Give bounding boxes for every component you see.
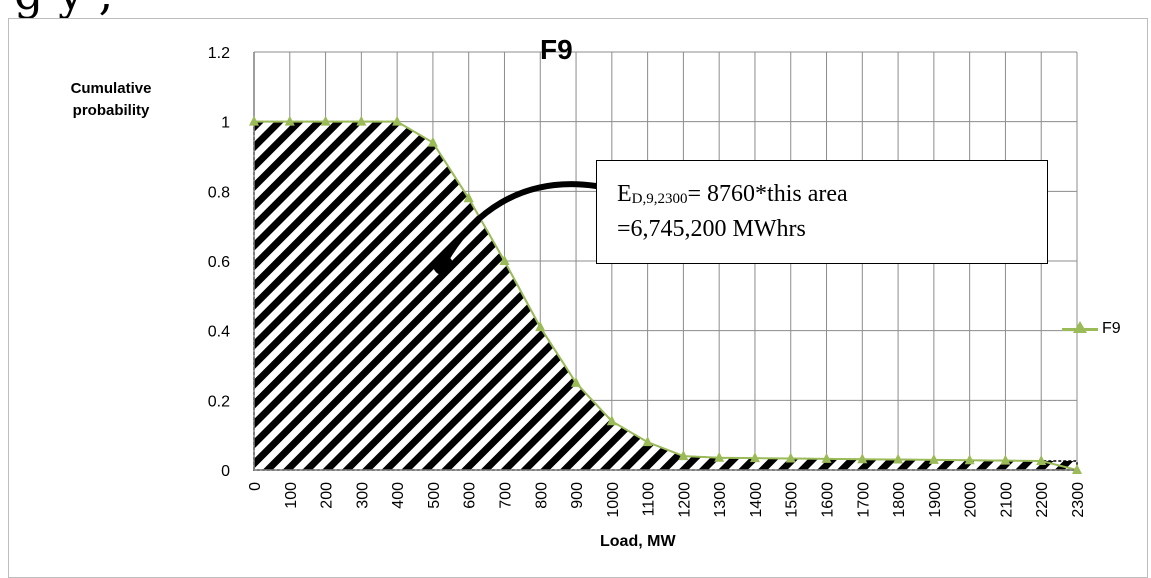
data-point-marker (964, 454, 975, 465)
x-tick-label: 600 (462, 482, 479, 509)
x-tick-label: 400 (390, 482, 407, 509)
data-point-marker (392, 115, 403, 126)
x-tick-label: 900 (569, 482, 586, 509)
y-tick-label: 1.2 (208, 45, 230, 62)
x-tick-label: 300 (354, 482, 371, 509)
data-point-marker (427, 136, 438, 147)
x-tick-label: 200 (319, 482, 336, 509)
data-point-marker (606, 415, 617, 426)
x-tick-label: 1600 (820, 482, 837, 518)
x-tick-label: 2000 (963, 482, 980, 518)
x-tick-label: 700 (497, 482, 514, 509)
annotation-box: ED,9,2300= 8760*this area =6,745,200 MWh… (596, 160, 1048, 264)
x-tick-label: 800 (533, 482, 550, 509)
legend: F9 (1062, 318, 1121, 340)
callout-connector (440, 181, 599, 268)
data-point-marker (1000, 454, 1011, 465)
y-tick-label: 0.6 (208, 254, 230, 271)
data-point-marker (893, 453, 904, 464)
x-tick-label: 1500 (784, 482, 801, 518)
legend-line-icon (1062, 320, 1098, 333)
data-point-marker (571, 376, 582, 387)
data-point-marker (463, 192, 474, 203)
y-tick-label: 0.2 (208, 393, 230, 410)
data-point-marker (785, 452, 796, 463)
data-point-marker (320, 115, 331, 126)
x-tick-label: 2300 (1070, 482, 1087, 518)
x-tick-label: 2200 (1034, 482, 1051, 518)
x-tick-label: 0 (247, 482, 264, 491)
y-tick-label: 0.4 (208, 324, 230, 341)
data-point-marker (1036, 454, 1047, 465)
legend-label: F9 (1102, 320, 1121, 337)
x-tick-label: 1900 (927, 482, 944, 518)
x-axis-label: Load, MW (600, 533, 676, 550)
annotation-line-2: =6,745,200 MWhrs (617, 216, 806, 242)
data-point-marker (249, 115, 259, 126)
x-tick-label: 1800 (891, 482, 908, 518)
callout-dot (433, 255, 453, 275)
data-point-marker (678, 450, 689, 461)
annotation-formula: = 8760*this area (687, 181, 848, 207)
data-point-marker (284, 115, 295, 126)
data-point-marker (535, 321, 546, 332)
data-point-marker (642, 436, 653, 447)
x-tick-label: 1200 (676, 482, 693, 518)
data-point-marker (857, 453, 868, 464)
y-tick-label: 0.8 (208, 184, 230, 201)
annotation-e: E (617, 181, 632, 207)
annotation-line-1: ED,9,2300= 8760*this area (617, 179, 1047, 214)
data-point-marker (749, 452, 760, 463)
x-tick-label: 1300 (712, 482, 729, 518)
x-tick-label: 500 (426, 482, 443, 509)
x-tick-label: 2100 (998, 482, 1015, 518)
x-tick-label: 1700 (855, 482, 872, 518)
x-tick-label: 1100 (641, 482, 658, 517)
data-point-marker (499, 255, 510, 265)
header-text: g y , (14, 0, 113, 20)
data-point-marker (821, 452, 832, 463)
chart-title: F9 (540, 34, 573, 65)
annotation-subscript: D,9,2300 (631, 191, 688, 207)
x-tick-label: 1000 (605, 482, 622, 518)
y-tick-label: 0 (221, 463, 230, 480)
data-point-marker (1072, 464, 1082, 474)
data-point-marker (928, 453, 939, 464)
y-tick-label: 1 (221, 115, 230, 132)
x-tick-label: 100 (283, 482, 300, 509)
y-axis-label: Cumulative probability (70, 80, 152, 119)
series-line-f9 (254, 120, 1078, 471)
x-tick-label: 1400 (748, 482, 765, 518)
data-point-marker (356, 115, 367, 126)
data-point-marker (714, 451, 725, 462)
